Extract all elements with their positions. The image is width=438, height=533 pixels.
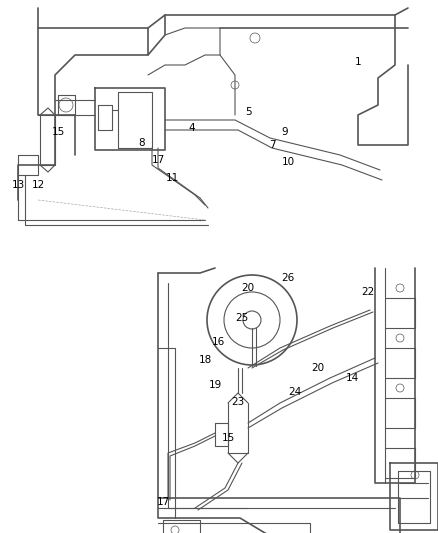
- Text: 11: 11: [166, 173, 179, 183]
- Text: 15: 15: [221, 433, 235, 443]
- Text: 7: 7: [268, 140, 276, 150]
- Text: 25: 25: [235, 313, 249, 323]
- Text: 13: 13: [11, 180, 25, 190]
- Text: 20: 20: [311, 363, 325, 373]
- Text: 17: 17: [156, 497, 170, 507]
- Text: 1: 1: [355, 57, 361, 67]
- Text: 24: 24: [288, 387, 302, 397]
- Text: 23: 23: [231, 397, 245, 407]
- Text: 26: 26: [281, 273, 295, 283]
- Text: 10: 10: [282, 157, 295, 167]
- Text: 9: 9: [282, 127, 288, 137]
- Text: 4: 4: [189, 123, 195, 133]
- Text: 15: 15: [51, 127, 65, 137]
- Text: 12: 12: [32, 180, 45, 190]
- Text: 8: 8: [139, 138, 145, 148]
- Text: 19: 19: [208, 380, 222, 390]
- Text: 14: 14: [346, 373, 359, 383]
- Text: 16: 16: [212, 337, 225, 347]
- Text: 17: 17: [152, 155, 165, 165]
- Text: 22: 22: [361, 287, 374, 297]
- Text: 18: 18: [198, 355, 212, 365]
- Text: 5: 5: [245, 107, 251, 117]
- Text: 20: 20: [241, 283, 254, 293]
